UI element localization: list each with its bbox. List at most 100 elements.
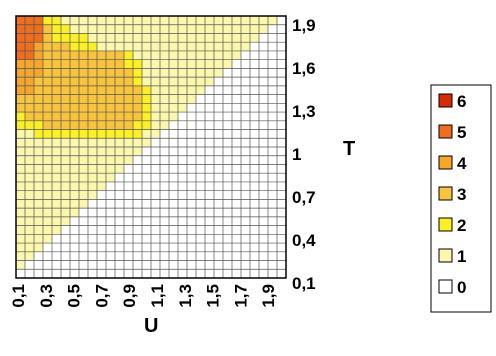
heatmap-cell [88,85,98,95]
heatmap-cell [178,208,188,218]
heatmap-cell [187,16,197,26]
heatmap-cell [52,190,62,200]
heatmap-cell [232,112,242,122]
heatmap-cell [88,181,98,191]
heatmap-cell [124,173,134,183]
heatmap-cell [97,50,107,60]
heatmap-cell [115,50,125,60]
heatmap-cell [97,190,107,200]
heatmap-cell [70,33,80,43]
heatmap-cell [124,260,134,270]
heatmap-cell [268,24,278,34]
heatmap-cell [43,243,53,253]
heatmap-cell [241,85,251,95]
heatmap-cell [34,216,44,226]
heatmap-cell [16,33,26,43]
heatmap-cell [79,59,89,69]
heatmap-cell [178,16,188,26]
heatmap-cell [151,208,161,218]
heatmap-cell [160,42,170,52]
heatmap-cell [61,50,71,60]
heatmap-cell [70,138,80,148]
heatmap-cell [205,269,215,279]
heatmap-cell [25,199,35,209]
heatmap-cell [259,181,269,191]
heatmap-cell [250,243,260,253]
heatmap-cell [61,216,71,226]
heatmap-cell [97,77,107,87]
heatmap-cell [43,251,53,261]
heatmap-cell [232,42,242,52]
y-tick-label: 1,9 [292,16,316,35]
heatmap-cell [61,138,71,148]
heatmap-cell [268,181,278,191]
heatmap-cell [250,50,260,60]
y-tick-label: 0,7 [292,188,316,207]
heatmap-cell [241,94,251,104]
heatmap-cell [88,94,98,104]
heatmap-cell [43,199,53,209]
heatmap-cell [70,251,80,261]
heatmap-cell [223,234,233,244]
heatmap-cell [124,103,134,113]
heatmap-cell [88,251,98,261]
heatmap-cell [259,199,269,209]
heatmap-cell [196,164,206,174]
heatmap-cell [178,120,188,130]
heatmap-cell [133,103,143,113]
heatmap-cell [142,94,152,104]
heatmap-cell [124,269,134,279]
heatmap-cell [115,269,125,279]
heatmap-cell [124,181,134,191]
heatmap-cell [187,68,197,78]
heatmap-cell [259,120,269,130]
x-tick-label: 0,5 [65,284,84,308]
heatmap-cell [115,155,125,165]
heatmap-cell [178,173,188,183]
heatmap-cell [88,33,98,43]
heatmap-cell [241,138,251,148]
heatmap-cell [178,225,188,235]
heatmap-cell [142,260,152,270]
heatmap-cell [34,147,44,157]
heatmap-cell [277,85,287,95]
heatmap-cell [142,129,152,139]
heatmap-cell [223,251,233,261]
heatmap-cell [43,138,53,148]
heatmap-cell [88,243,98,253]
heatmap-cell [169,243,179,253]
heatmap-cell [259,164,269,174]
heatmap-cell [214,260,224,270]
heatmap-cell [196,173,206,183]
heatmap-cell [43,50,53,60]
heatmap-cell [151,85,161,95]
heatmap-cell [196,24,206,34]
heatmap-cell [169,269,179,279]
heatmap-cell [52,173,62,183]
heatmap-cell [43,260,53,270]
heatmap-cell [241,225,251,235]
x-tick-label: 1,5 [204,284,223,308]
heatmap-cell [106,42,116,52]
heatmap-cell [16,129,26,139]
heatmap-cell [88,173,98,183]
heatmap-cell [133,33,143,43]
heatmap-cell [169,155,179,165]
heatmap-cell [43,269,53,279]
heatmap-cell [115,251,125,261]
heatmap-cell [133,155,143,165]
heatmap-cell [34,33,44,43]
heatmap-cell [151,50,161,60]
heatmap-cell [16,42,26,52]
y-tick-label: 0,4 [292,231,316,250]
heatmap-cell [187,112,197,122]
heatmap-cell [223,181,233,191]
heatmap-cell [133,68,143,78]
legend-label: 5 [457,123,466,142]
heatmap-cell [115,85,125,95]
heatmap-cell [34,155,44,165]
heatmap-cell [97,234,107,244]
heatmap-cell [106,147,116,157]
heatmap-cell [43,85,53,95]
heatmap-cell [25,155,35,165]
